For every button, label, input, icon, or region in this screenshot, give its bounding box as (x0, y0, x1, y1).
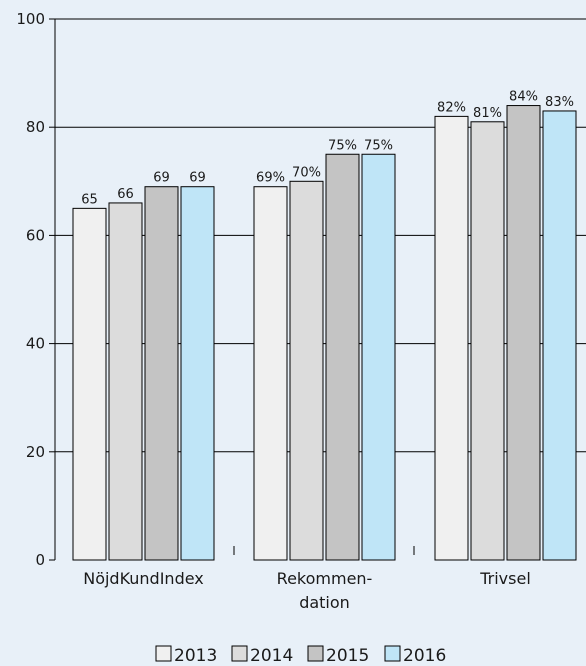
legend-swatch (231, 645, 248, 662)
bar-2016 (361, 153, 396, 561)
bar-2015 (144, 186, 179, 561)
bar-2013 (434, 115, 469, 561)
bar-2014 (289, 180, 324, 561)
y-tick-label: 80 (26, 118, 45, 136)
data-label: 75% (328, 138, 357, 153)
data-label: 70% (292, 165, 321, 180)
x-axis-labels: NöjdKundIndex Rekommen-dation Trivsel (83, 569, 531, 612)
legend-swatch (384, 645, 401, 662)
x-category-label: Trivsel (479, 569, 531, 588)
x-category-label: Rekommen- (277, 569, 373, 588)
legend-swatch (307, 645, 324, 662)
bar-2016 (180, 186, 215, 561)
data-label: 66 (117, 187, 134, 202)
bars: 65 69% 82% 66 70% 81% 69 75% 84% 69 75% 83% (72, 90, 577, 561)
y-tick-label: 20 (26, 443, 45, 461)
y-tick-label: 0 (35, 551, 45, 569)
legend-label: 2015 (326, 646, 369, 666)
legend-label: 2014 (250, 646, 293, 666)
data-label: 81% (473, 106, 502, 121)
x-category-label: dation (299, 593, 350, 612)
bar-2015 (506, 105, 541, 561)
bar-2014 (108, 202, 143, 561)
y-tick-label: 40 (26, 335, 45, 353)
data-label: 82% (437, 100, 466, 115)
data-label: 75% (364, 138, 393, 153)
data-label: 69 (153, 171, 170, 186)
data-label: 65 (81, 192, 98, 207)
data-label: 69% (256, 171, 285, 186)
category-separators (233, 546, 415, 555)
y-axis-ticks: 0 20 40 60 80 100 (16, 10, 55, 569)
legend: 2013 2014 2015 2016 (155, 645, 446, 666)
bar-2016 (542, 110, 577, 561)
x-category-label: NöjdKundIndex (83, 569, 204, 588)
y-tick-label: 100 (16, 10, 45, 28)
legend-swatch (155, 645, 172, 662)
bar-2014 (470, 121, 505, 561)
legend-label: 2016 (403, 646, 446, 666)
data-label: 84% (509, 90, 538, 105)
bar-2013 (253, 186, 288, 561)
data-label: 83% (545, 95, 574, 110)
data-label: 69 (189, 171, 206, 186)
y-tick-label: 60 (26, 226, 45, 244)
legend-label: 2013 (174, 646, 217, 666)
bar-2015 (325, 153, 360, 561)
bar-2013 (72, 207, 107, 561)
